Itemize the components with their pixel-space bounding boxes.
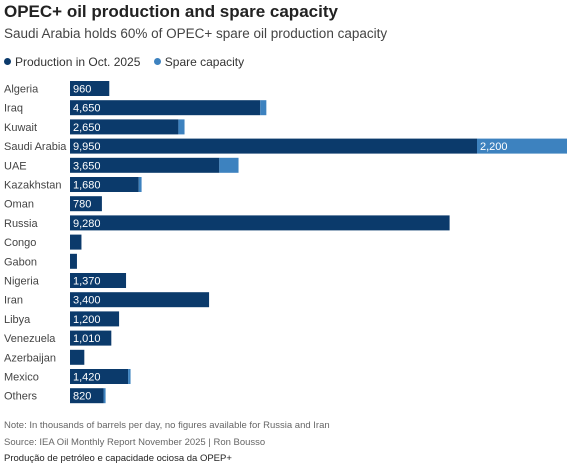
chart-note: Note: In thousands of barrels per day, n… xyxy=(4,420,330,431)
production-bar-congo xyxy=(70,234,82,250)
production-value-label-nigeria: 1,370 xyxy=(73,276,101,288)
production-bar-gabon xyxy=(70,253,77,269)
spare-bar-iraq xyxy=(260,100,267,116)
category-label-iran: Iran xyxy=(4,295,23,307)
chart-legend: Production in Oct. 2025 Spare capacity xyxy=(4,55,254,69)
legend-label-spare: Spare capacity xyxy=(164,55,245,69)
category-label-algeria: Algeria xyxy=(4,84,39,96)
production-value-label-kazakhstan: 1,680 xyxy=(73,180,101,192)
production-value-label-algeria: 960 xyxy=(73,84,91,96)
production-bar-kazakhstan xyxy=(70,177,139,192)
production-bar-venezuela xyxy=(70,330,112,346)
chart-title: OPEC+ oil production and spare capacity xyxy=(4,2,338,21)
spare-value-label-saudi-arabia: 2,200 xyxy=(480,141,508,153)
legend-label-production: Production in Oct. 2025 xyxy=(15,55,141,69)
spare-bar-mexico xyxy=(128,369,131,384)
category-label-azerbaijan: Azerbaijan xyxy=(4,352,56,364)
production-bar-mexico xyxy=(70,369,129,384)
category-label-congo: Congo xyxy=(4,237,36,249)
chart-caption: Produção de petróleo e capacidade ociosa… xyxy=(4,453,232,464)
production-value-label-venezuela: 1,010 xyxy=(73,333,101,345)
production-value-label-iran: 3,400 xyxy=(73,295,101,307)
production-bar-uae xyxy=(70,157,220,173)
spare-bar-kuwait xyxy=(178,119,185,135)
production-bar-nigeria xyxy=(70,273,127,288)
category-label-kuwait: Kuwait xyxy=(4,122,37,134)
production-bar-oman xyxy=(70,196,102,212)
chart-source: Source: IEA Oil Monthly Report November … xyxy=(4,437,266,448)
spare-bar-uae xyxy=(219,157,239,173)
bar-chart: Algeria 960 Iraq 4,650 Kuwait 2,650 Saudi Arab… xyxy=(4,81,567,404)
legend-item-spare: Spare capacity xyxy=(153,55,245,69)
category-label-gabon: Gabon xyxy=(4,256,37,268)
production-value-label-kuwait: 2,650 xyxy=(73,122,101,134)
category-label-iraq: Iraq xyxy=(4,103,23,115)
category-label-saudi-arabia: Saudi Arabia xyxy=(4,141,67,153)
category-label-kazakhstan: Kazakhstan xyxy=(4,180,61,192)
production-bar-saudi-arabia xyxy=(70,138,478,154)
legend-swatch-spare xyxy=(153,58,161,65)
category-label-libya: Libya xyxy=(4,314,31,326)
category-label-mexico: Mexico xyxy=(4,372,39,384)
production-bar-algeria xyxy=(70,81,110,96)
production-value-label-libya: 1,200 xyxy=(73,314,101,326)
category-label-others: Others xyxy=(4,391,38,403)
category-label-russia: Russia xyxy=(4,218,39,230)
production-bar-russia xyxy=(70,215,450,231)
category-label-venezuela: Venezuela xyxy=(4,333,56,345)
spare-bar-others xyxy=(103,388,106,404)
chart-subtitle: Saudi Arabia holds 60% of OPEC+ spare oi… xyxy=(4,26,388,41)
production-value-label-oman: 780 xyxy=(73,199,91,211)
legend-item-production: Production in Oct. 2025 xyxy=(4,55,144,69)
spare-bar-saudi-arabia xyxy=(477,138,567,154)
production-bar-kuwait xyxy=(70,119,179,135)
production-bar-libya xyxy=(70,311,120,327)
production-value-label-mexico: 1,420 xyxy=(73,372,101,384)
category-label-oman: Oman xyxy=(4,199,34,211)
production-value-label-iraq: 4,650 xyxy=(73,103,101,115)
production-bar-others xyxy=(70,388,104,404)
spare-bar-kazakhstan xyxy=(138,177,142,192)
production-bar-azerbaijan xyxy=(70,349,85,365)
production-value-label-others: 820 xyxy=(73,391,91,403)
production-value-label-uae: 3,650 xyxy=(73,160,101,172)
production-value-label-russia: 9,280 xyxy=(73,218,101,230)
category-label-nigeria: Nigeria xyxy=(4,276,40,288)
production-value-label-saudi-arabia: 9,950 xyxy=(73,141,101,153)
production-bar-iraq xyxy=(70,100,261,116)
legend-swatch-production xyxy=(4,58,11,65)
category-label-uae: UAE xyxy=(4,160,27,172)
production-bar-iran xyxy=(70,292,210,308)
